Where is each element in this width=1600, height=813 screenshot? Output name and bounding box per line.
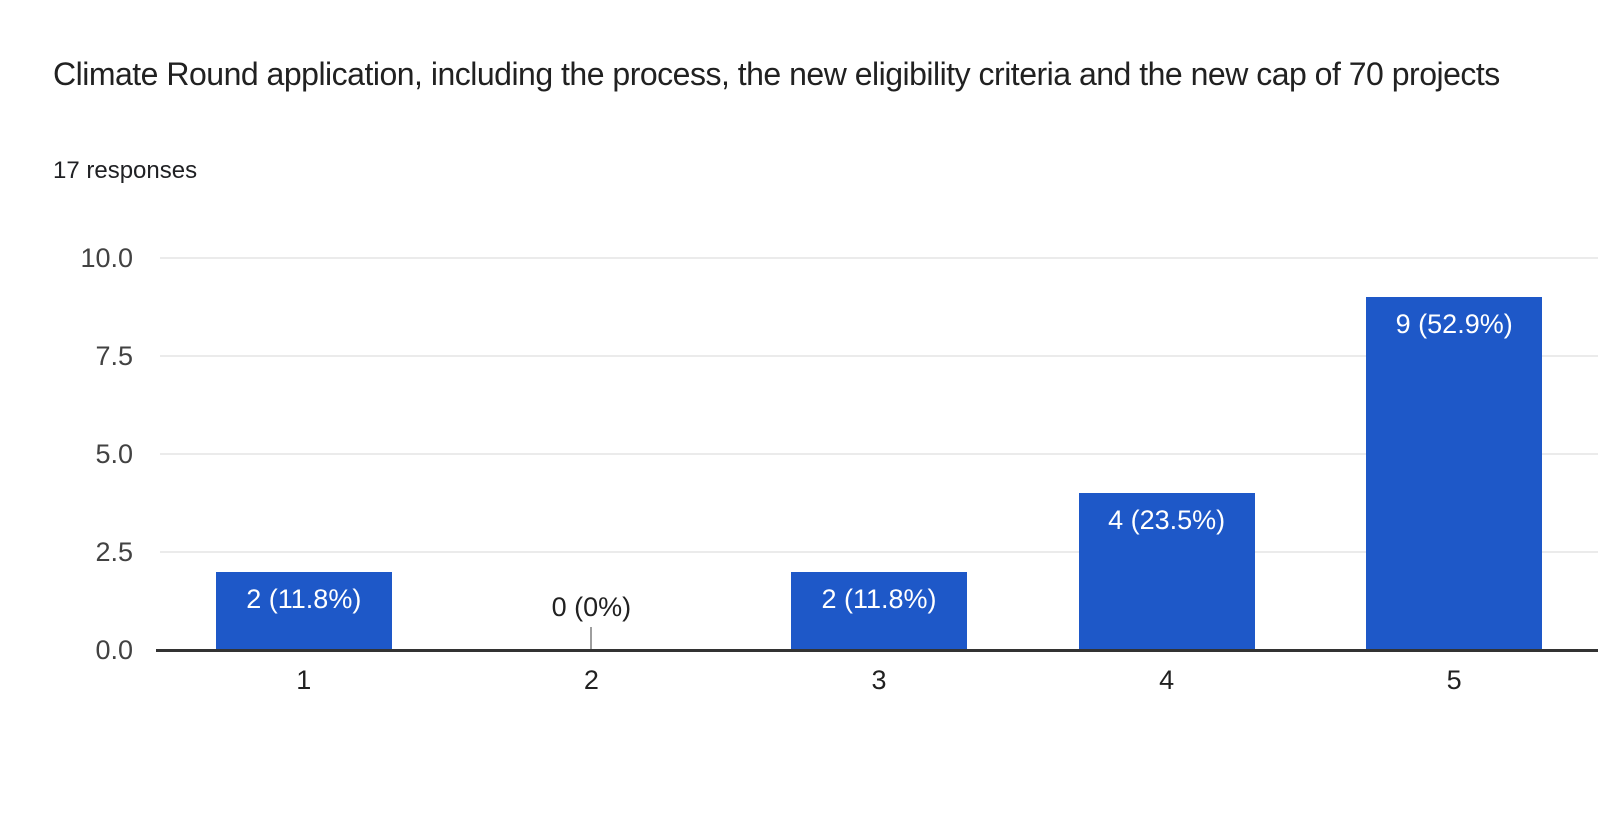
gridline: [160, 257, 1598, 259]
bar-value-label: 4 (23.5%): [1108, 505, 1226, 536]
x-axis-tick-label: 4: [1159, 665, 1175, 695]
bar: [791, 571, 967, 650]
y-axis-tick-label: 5.0: [95, 439, 133, 469]
bar: [215, 571, 392, 650]
x-axis-tick-label: 2: [583, 665, 599, 695]
y-axis-tick-label: 0.0: [95, 635, 133, 665]
gridline: [160, 453, 1598, 455]
question-title: Climate Round application, including the…: [53, 56, 1500, 92]
zero-value-label: 0 (0%): [551, 592, 632, 622]
x-axis-tick-label: 5: [1446, 665, 1462, 695]
x-axis-baseline: [156, 649, 1598, 652]
y-axis-tick-label: 2.5: [95, 537, 133, 567]
y-axis-tick-label: 7.5: [95, 341, 133, 371]
zero-marker-line: [590, 627, 593, 649]
bar-value-label: 9 (52.9%): [1395, 309, 1513, 340]
bar: [1078, 493, 1255, 650]
bar-value-label: 2 (11.8%): [821, 583, 937, 614]
bar-value-label: 2 (11.8%): [246, 583, 362, 614]
bar: [1366, 297, 1543, 650]
x-axis-tick-label: 1: [296, 665, 312, 695]
gridline: [160, 551, 1598, 553]
x-axis-tick-label: 3: [871, 665, 887, 695]
gridline: [160, 355, 1598, 357]
y-axis-tick-label: 10.0: [80, 243, 133, 273]
response-count: 17 responses: [53, 157, 198, 184]
